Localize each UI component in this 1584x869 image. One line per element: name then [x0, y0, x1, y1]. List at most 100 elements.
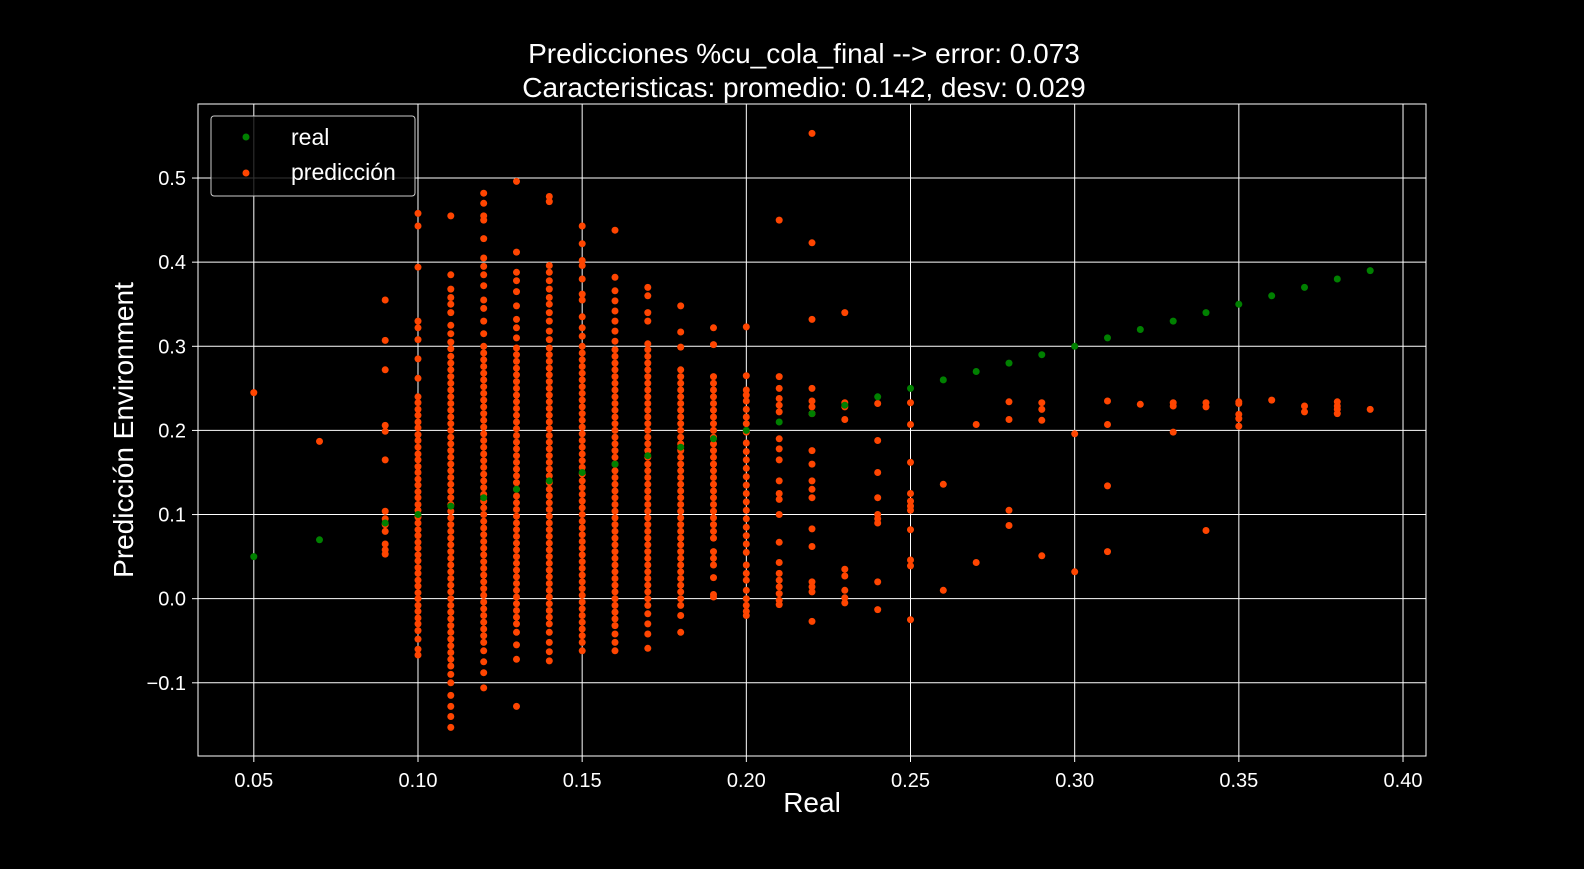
prediccion-point [447, 723, 455, 731]
prediccion-point [414, 450, 422, 458]
prediccion-point [808, 543, 816, 550]
prediccion-point [775, 590, 783, 598]
prediccion-point [611, 647, 619, 655]
real-point [447, 502, 455, 510]
prediccion-point [644, 413, 652, 421]
prediccion-point [513, 546, 520, 554]
prediccion-point [611, 630, 619, 638]
prediccion-point [907, 458, 914, 466]
prediccion-point [480, 517, 488, 525]
prediccion-point [414, 424, 422, 432]
prediccion-point [644, 373, 652, 381]
real-point [414, 511, 422, 518]
prediccion-point [447, 494, 455, 502]
prediccion-point [480, 477, 488, 485]
prediccion-point [808, 403, 816, 411]
prediccion-point [742, 498, 750, 506]
real-point [545, 477, 553, 485]
prediccion-point [578, 618, 586, 626]
prediccion-point [578, 544, 586, 552]
prediccion-point [742, 532, 750, 540]
prediccion-point [710, 514, 717, 522]
prediccion-point [742, 391, 750, 399]
prediccion-point [447, 379, 455, 387]
prediccion-point [545, 526, 553, 534]
real-point [1235, 300, 1243, 308]
prediccion-point [513, 465, 520, 473]
prediccion-point [381, 427, 389, 435]
prediccion-point [414, 475, 422, 483]
prediccion-point [775, 216, 783, 224]
prediccion-point [545, 405, 553, 412]
prediccion-point [644, 309, 652, 317]
prediccion-point [513, 479, 520, 487]
prediccion-point [578, 558, 586, 566]
prediccion-point [710, 494, 717, 502]
prediccion-point [677, 534, 685, 542]
prediccion-point [545, 198, 553, 206]
prediccion-point [447, 635, 455, 643]
prediccion-point [644, 494, 652, 502]
prediccion-point [545, 485, 553, 493]
prediccion-point [578, 578, 586, 586]
prediccion-point [710, 453, 717, 461]
prediccion-point [545, 657, 553, 665]
prediccion-point [447, 440, 455, 448]
prediccion-point [447, 642, 455, 650]
real-point [1366, 267, 1374, 275]
prediccion-point [578, 497, 586, 505]
prediccion-point [513, 613, 520, 621]
prediccion-point [1005, 522, 1013, 529]
prediccion-point [742, 386, 750, 394]
prediccion-point [611, 561, 619, 569]
prediccion-point [611, 588, 619, 596]
prediccion-point [677, 453, 685, 461]
prediccion-point [414, 418, 422, 426]
prediccion-point [513, 492, 520, 500]
prediccion-point [611, 346, 619, 354]
prediccion-point [480, 216, 488, 224]
prediccion-point [381, 456, 389, 464]
prediccion-point [578, 290, 586, 298]
prediccion-point [447, 670, 455, 678]
prediccion-point [480, 363, 488, 370]
prediccion-point [1235, 415, 1243, 423]
prediccion-point [414, 576, 422, 584]
prediccion-point [480, 585, 488, 593]
prediccion-point [907, 526, 914, 534]
prediccion-point [447, 285, 455, 293]
prediccion-point [841, 599, 849, 607]
prediccion-point [578, 625, 586, 633]
x-axis-label: Real [783, 787, 841, 818]
prediccion-point [710, 341, 717, 349]
prediccion-point [447, 534, 455, 542]
prediccion-point [742, 506, 750, 514]
prediccion-point [677, 426, 685, 434]
prediccion-point [907, 556, 914, 564]
real-point [578, 469, 586, 476]
prediccion-point [874, 469, 882, 476]
prediccion-point [480, 383, 488, 391]
prediccion-point [578, 324, 586, 332]
prediccion-point [545, 398, 553, 406]
real-point [1301, 283, 1308, 291]
prediccion-point [644, 359, 652, 367]
prediccion-point [414, 399, 422, 407]
prediccion-point [545, 586, 553, 594]
prediccion-point [545, 357, 553, 365]
prediccion-point [447, 588, 455, 596]
prediccion-point [1202, 403, 1210, 411]
prediccion-point [1038, 552, 1046, 560]
prediccion-point [775, 445, 783, 453]
prediccion-point [545, 317, 553, 325]
prediccion-point [545, 559, 553, 567]
prediccion-point [414, 551, 422, 559]
prediccion-point [907, 506, 914, 514]
series-prediccion [250, 129, 1374, 731]
prediccion-point [578, 524, 586, 532]
prediccion-point [578, 275, 586, 283]
prediccion-point [414, 336, 422, 344]
prediccion-point [480, 684, 488, 692]
prediccion-point [611, 359, 619, 367]
prediccion-point [513, 391, 520, 399]
